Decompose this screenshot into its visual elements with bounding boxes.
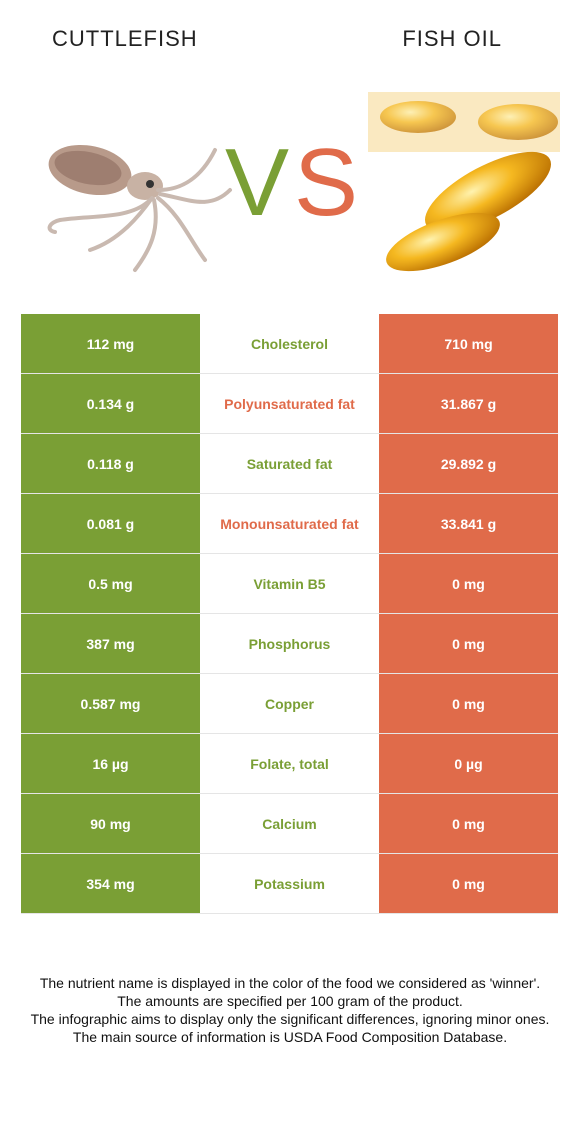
left-value: 112 mg [21, 314, 200, 373]
table-row: 0.081 g Monounsaturated fat 33.841 g [21, 494, 558, 554]
table-row: 354 mg Potassium 0 mg [21, 854, 558, 914]
right-value: 0 mg [379, 854, 558, 913]
nutrient-name: Monounsaturated fat [200, 494, 379, 553]
fish-oil-image [368, 92, 560, 272]
footnote-line-4: The main source of information is USDA F… [72, 1029, 508, 1045]
right-value: 0 µg [379, 734, 558, 793]
left-value: 0.134 g [21, 374, 200, 433]
table-row: 0.118 g Saturated fat 29.892 g [21, 434, 558, 494]
right-value: 29.892 g [379, 434, 558, 493]
nutrient-name: Calcium [200, 794, 379, 853]
left-value: 354 mg [21, 854, 200, 913]
right-value: 0 mg [379, 794, 558, 853]
left-value: 387 mg [21, 614, 200, 673]
nutrient-name: Cholesterol [200, 314, 379, 373]
nutrient-name: Phosphorus [200, 614, 379, 673]
left-value: 0.081 g [21, 494, 200, 553]
comparison-table: 112 mg Cholesterol 710 mg 0.134 g Polyunsatu… [21, 314, 558, 914]
left-value: 16 µg [21, 734, 200, 793]
nutrient-name: Saturated fat [200, 434, 379, 493]
table-row: 112 mg Cholesterol 710 mg [21, 314, 558, 374]
table-row: 16 µg Folate, total 0 µg [21, 734, 558, 794]
right-value: 31.867 g [379, 374, 558, 433]
footnote: The nutrient name is displayed in the co… [20, 974, 560, 1046]
left-value: 0.587 mg [21, 674, 200, 733]
table-row: 387 mg Phosphorus 0 mg [21, 614, 558, 674]
footnote-line-2: The amounts are specified per 100 gram o… [117, 993, 463, 1009]
right-value: 33.841 g [379, 494, 558, 553]
nutrient-name: Potassium [200, 854, 379, 913]
vs-v-letter: V [225, 129, 290, 236]
left-value: 0.118 g [21, 434, 200, 493]
nutrient-name: Copper [200, 674, 379, 733]
left-food-title: CUTTLEFISH [52, 26, 198, 51]
vs-s-letter: S [294, 129, 359, 236]
footnote-line-3: The infographic aims to display only the… [30, 1011, 550, 1027]
table-row: 0.587 mg Copper 0 mg [21, 674, 558, 734]
nutrient-name: Vitamin B5 [200, 554, 379, 613]
table-row: 0.134 g Polyunsaturated fat 31.867 g [21, 374, 558, 434]
table-row: 0.5 mg Vitamin B5 0 mg [21, 554, 558, 614]
right-value: 710 mg [379, 314, 558, 373]
footnote-line-1: The nutrient name is displayed in the co… [39, 975, 541, 991]
left-value: 0.5 mg [21, 554, 200, 613]
nutrient-name: Polyunsaturated fat [200, 374, 379, 433]
left-value: 90 mg [21, 794, 200, 853]
right-value: 0 mg [379, 674, 558, 733]
nutrient-name: Folate, total [200, 734, 379, 793]
right-value: 0 mg [379, 614, 558, 673]
right-value: 0 mg [379, 554, 558, 613]
right-food-title: FISH OIL [402, 26, 502, 51]
cuttlefish-image [47, 144, 232, 272]
table-row: 90 mg Calcium 0 mg [21, 794, 558, 854]
